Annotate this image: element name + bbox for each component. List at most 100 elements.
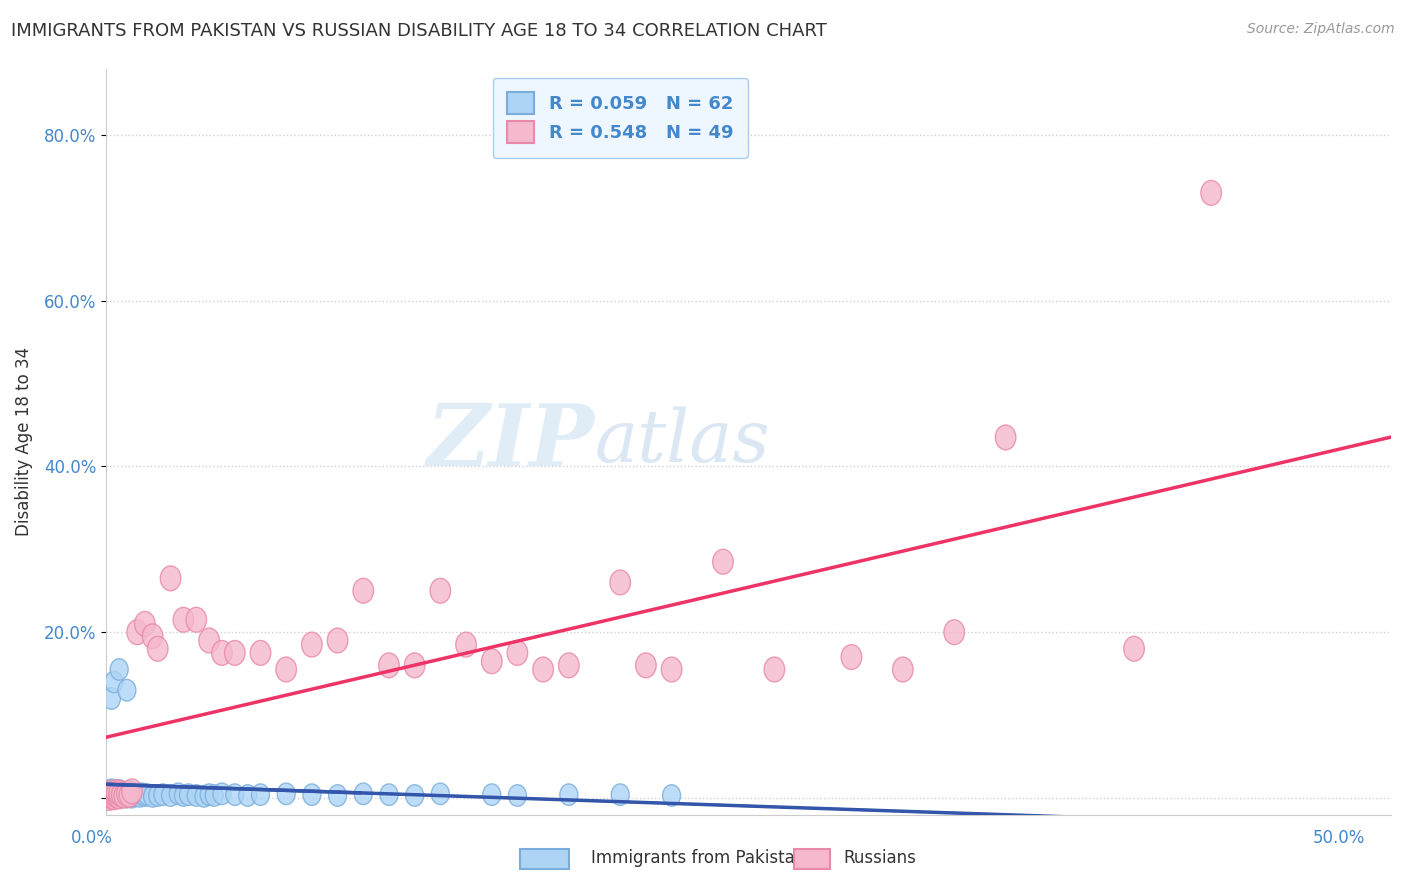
Y-axis label: Disability Age 18 to 34: Disability Age 18 to 34 xyxy=(15,347,32,536)
Text: Source: ZipAtlas.com: Source: ZipAtlas.com xyxy=(1247,22,1395,37)
Ellipse shape xyxy=(405,653,425,678)
Ellipse shape xyxy=(329,785,346,806)
Ellipse shape xyxy=(893,657,912,681)
Ellipse shape xyxy=(558,653,579,678)
Ellipse shape xyxy=(661,657,682,681)
Ellipse shape xyxy=(120,782,139,807)
Ellipse shape xyxy=(482,784,501,805)
Ellipse shape xyxy=(104,781,124,806)
Ellipse shape xyxy=(135,612,155,636)
Ellipse shape xyxy=(239,785,257,806)
Ellipse shape xyxy=(110,658,128,681)
Ellipse shape xyxy=(149,785,167,806)
Ellipse shape xyxy=(509,785,526,806)
Text: Immigrants from Pakistan: Immigrants from Pakistan xyxy=(591,849,804,867)
Ellipse shape xyxy=(112,782,131,804)
Ellipse shape xyxy=(380,784,398,805)
Ellipse shape xyxy=(153,784,172,805)
Ellipse shape xyxy=(200,784,218,805)
Ellipse shape xyxy=(612,784,630,805)
Ellipse shape xyxy=(103,779,121,800)
Ellipse shape xyxy=(118,787,136,808)
Ellipse shape xyxy=(508,640,527,665)
Ellipse shape xyxy=(118,783,136,805)
Ellipse shape xyxy=(943,620,965,645)
Ellipse shape xyxy=(205,785,224,806)
Ellipse shape xyxy=(103,788,121,809)
Ellipse shape xyxy=(636,653,657,678)
Ellipse shape xyxy=(112,786,131,807)
Ellipse shape xyxy=(98,786,120,811)
Ellipse shape xyxy=(713,549,734,574)
Ellipse shape xyxy=(212,783,231,805)
Ellipse shape xyxy=(142,624,163,648)
Ellipse shape xyxy=(302,784,321,805)
Ellipse shape xyxy=(105,671,124,693)
Ellipse shape xyxy=(1123,636,1144,661)
Ellipse shape xyxy=(111,782,132,807)
Ellipse shape xyxy=(110,787,128,808)
Ellipse shape xyxy=(353,578,374,603)
Ellipse shape xyxy=(995,425,1017,450)
Ellipse shape xyxy=(1201,180,1222,205)
Ellipse shape xyxy=(108,780,129,805)
Ellipse shape xyxy=(110,784,128,805)
Ellipse shape xyxy=(186,607,207,632)
Ellipse shape xyxy=(107,780,127,805)
Ellipse shape xyxy=(160,566,181,591)
Ellipse shape xyxy=(105,781,124,803)
Ellipse shape xyxy=(118,680,136,701)
Ellipse shape xyxy=(456,632,477,657)
Ellipse shape xyxy=(225,640,245,665)
Ellipse shape xyxy=(173,607,194,632)
Ellipse shape xyxy=(98,782,120,807)
Ellipse shape xyxy=(841,645,862,670)
Ellipse shape xyxy=(212,640,232,665)
Ellipse shape xyxy=(104,785,124,810)
Text: IMMIGRANTS FROM PAKISTAN VS RUSSIAN DISABILITY AGE 18 TO 34 CORRELATION CHART: IMMIGRANTS FROM PAKISTAN VS RUSSIAN DISA… xyxy=(11,22,827,40)
Ellipse shape xyxy=(763,657,785,681)
Ellipse shape xyxy=(124,782,141,804)
Ellipse shape xyxy=(378,653,399,678)
Ellipse shape xyxy=(195,786,212,807)
Text: Russians: Russians xyxy=(844,849,917,867)
Ellipse shape xyxy=(250,640,271,665)
Ellipse shape xyxy=(136,785,153,806)
Ellipse shape xyxy=(124,787,141,808)
Ellipse shape xyxy=(662,785,681,806)
Ellipse shape xyxy=(105,787,124,808)
Ellipse shape xyxy=(432,783,450,805)
Ellipse shape xyxy=(354,783,373,805)
Ellipse shape xyxy=(180,784,198,805)
Legend: R = 0.059   N = 62, R = 0.548   N = 49: R = 0.059 N = 62, R = 0.548 N = 49 xyxy=(492,78,748,158)
Ellipse shape xyxy=(328,628,347,653)
Ellipse shape xyxy=(128,784,146,805)
Ellipse shape xyxy=(481,648,502,673)
Ellipse shape xyxy=(560,784,578,805)
Ellipse shape xyxy=(122,779,142,804)
Ellipse shape xyxy=(174,785,193,806)
Ellipse shape xyxy=(101,784,122,809)
Ellipse shape xyxy=(138,784,156,805)
Ellipse shape xyxy=(103,785,121,806)
Ellipse shape xyxy=(108,784,129,809)
Ellipse shape xyxy=(430,578,451,603)
Ellipse shape xyxy=(187,785,205,806)
Ellipse shape xyxy=(252,784,270,805)
Ellipse shape xyxy=(169,783,187,805)
Text: atlas: atlas xyxy=(595,406,770,477)
Ellipse shape xyxy=(117,781,138,806)
Ellipse shape xyxy=(103,782,121,804)
Ellipse shape xyxy=(103,688,121,709)
Ellipse shape xyxy=(533,657,554,681)
Text: 50.0%: 50.0% xyxy=(1312,829,1365,847)
Ellipse shape xyxy=(134,783,152,805)
Ellipse shape xyxy=(226,784,243,805)
Ellipse shape xyxy=(101,780,122,805)
Ellipse shape xyxy=(131,786,149,807)
Ellipse shape xyxy=(121,786,138,807)
Ellipse shape xyxy=(115,785,134,806)
Ellipse shape xyxy=(121,780,138,802)
Ellipse shape xyxy=(125,785,143,806)
Ellipse shape xyxy=(108,780,125,802)
